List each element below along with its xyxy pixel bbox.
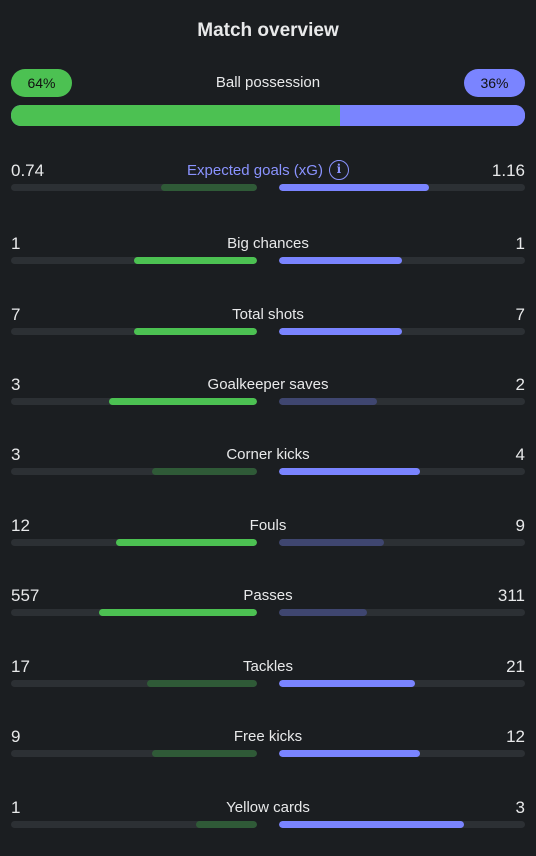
away-value: 12 [506,727,525,746]
home-bar-fill [151,750,257,757]
away-value: 2 [515,375,525,394]
home-bar-track [11,184,257,191]
info-icon[interactable]: i [328,159,349,180]
home-bar-track [11,609,257,616]
stat-label[interactable]: Expected goals (xG) i [11,159,525,182]
stat-row-fouls: 12 Fouls 9 [11,515,525,561]
away-bar-track [279,328,525,335]
away-bar-fill [279,257,402,264]
stat-label: Goalkeeper saves [11,374,525,396]
home-bar-fill [99,609,257,616]
stat-label: Passes [11,585,525,607]
home-bar-fill [134,328,257,335]
home-bar-track [11,468,257,475]
away-value: 1 [515,234,525,253]
stat-label: Total shots [11,304,525,326]
stat-label-text: Corner kicks [226,446,310,463]
home-bar-fill [161,184,257,191]
away-bar-track [279,398,525,405]
away-bar-fill [279,680,415,687]
home-possession-badge: 64% [11,69,72,97]
possession-header: 64% Ball possession 36% [11,69,525,97]
away-value: 9 [515,516,525,535]
away-possession-badge: 36% [464,69,525,97]
away-value: 21 [506,657,525,676]
stat-row-passes: 557 Passes 311 [11,585,525,631]
stat-row-goalkeeper-saves: 3 Goalkeeper saves 2 [11,374,525,420]
away-bar-track [279,821,525,828]
away-bar-track [279,468,525,475]
home-value: 1 [11,234,21,253]
home-bar-track [11,328,257,335]
home-bar-fill [146,680,257,687]
stat-label: Tackles [11,656,525,678]
page-title: Match overview [197,20,339,41]
home-bar-track [11,680,257,687]
possession-bar [11,105,525,126]
home-value: 7 [11,305,21,324]
stat-row-yellow-cards: 1 Yellow cards 3 [11,797,525,843]
away-bar-fill [279,328,402,335]
stat-label-text: Passes [243,587,293,604]
home-value: 3 [11,375,21,394]
home-value: 3 [11,445,21,464]
away-value: 311 [497,586,525,605]
stat-label-text: Expected goals (xG) [187,162,323,179]
away-value: 7 [515,305,525,324]
stat-label-text: Fouls [249,517,287,534]
stat-label-text: Tackles [242,658,294,675]
away-bar-fill [279,184,430,191]
away-bar-fill [279,398,378,405]
away-bar-fill [279,609,368,616]
stat-row-tackles: 17 Tackles 21 [11,656,525,702]
away-bar-fill [279,539,385,546]
home-bar-fill [195,821,257,828]
away-bar-track [279,539,525,546]
home-value: 0.74 [11,161,45,180]
stat-row-total-shots: 7 Total shots 7 [11,304,525,350]
home-bar-track [11,398,257,405]
away-bar-track [279,680,525,687]
stat-label-text: Goalkeeper saves [207,376,329,393]
away-value: 4 [515,445,525,464]
home-value: 9 [11,727,21,746]
away-bar-track [279,257,525,264]
away-bar-fill [279,750,420,757]
stat-row-free-kicks: 9 Free kicks 12 [11,726,525,772]
away-bar-track [279,750,525,757]
possession-bar-away [339,105,525,126]
stat-label: Corner kicks [11,444,525,466]
away-value: 3 [515,798,525,817]
stat-label-text: Yellow cards [226,799,310,816]
stat-label: Fouls [11,515,525,537]
stat-label-text: Free kicks [233,728,303,745]
home-value: 1 [11,798,21,817]
home-bar-track [11,257,257,264]
home-bar-fill [151,468,257,475]
home-value: 17 [11,657,30,676]
home-value: 12 [11,516,30,535]
home-value: 557 [11,586,40,605]
home-bar-track [11,539,257,546]
home-bar-fill [134,257,257,264]
away-bar-track [279,184,525,191]
home-bar-track [11,750,257,757]
away-value: 1.16 [491,161,525,180]
home-bar-fill [109,398,257,405]
home-bar-fill [116,539,257,546]
away-bar-fill [279,468,420,475]
possession-bar-home [11,105,340,126]
stat-label-text: Big chances [227,235,309,252]
stat-label: Free kicks [11,726,525,748]
stat-label-text: Total shots [232,306,304,323]
stat-row-corner-kicks: 3 Corner kicks 4 [11,444,525,490]
away-bar-track [279,609,525,616]
possession-label: Ball possession [215,74,321,91]
away-bar-fill [279,821,464,828]
stat-row-expected-goals-xg: 0.74 Expected goals (xG) i 1.16 [11,159,525,206]
stat-label: Yellow cards [11,797,525,819]
home-bar-track [11,821,257,828]
stat-row-big-chances: 1 Big chances 1 [11,233,525,279]
stat-label: Big chances [11,233,525,255]
